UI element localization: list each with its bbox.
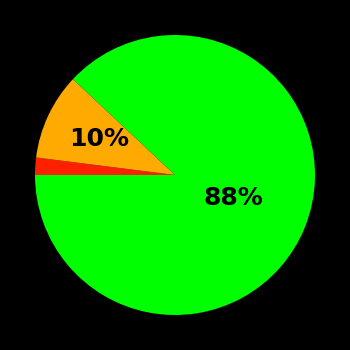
Wedge shape [35,158,175,175]
Wedge shape [35,35,315,315]
Wedge shape [36,79,175,175]
Text: 88%: 88% [204,186,264,210]
Text: 10%: 10% [69,127,129,151]
